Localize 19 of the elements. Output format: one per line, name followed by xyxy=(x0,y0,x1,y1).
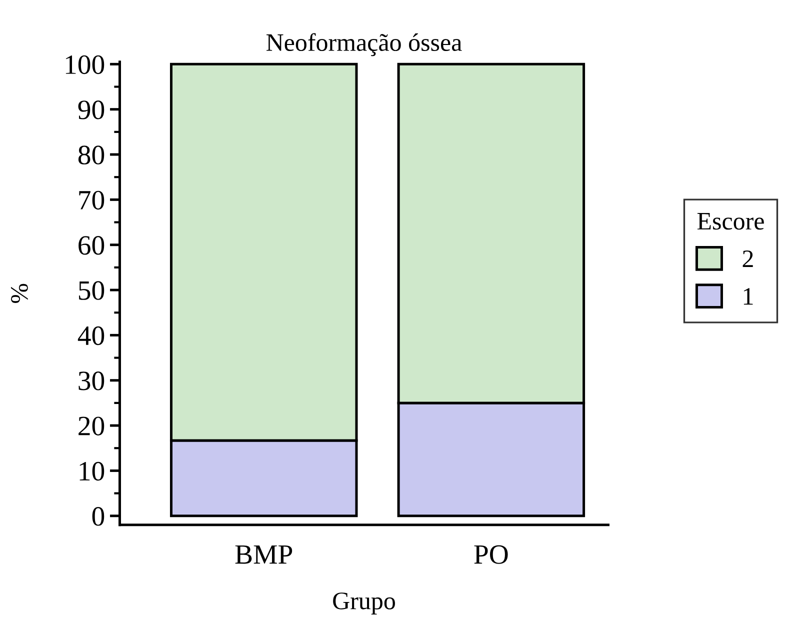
y-tick-label: 60 xyxy=(78,236,104,255)
legend-title: Escore xyxy=(697,213,764,230)
y-tick-label: 70 xyxy=(79,190,104,210)
x-axis-title: Grupo xyxy=(333,592,395,614)
x-tick-label: BMP xyxy=(235,545,292,564)
y-tick-label: 100 xyxy=(66,55,104,74)
y-tick-label: 30 xyxy=(78,372,104,390)
y-tick-label: 80 xyxy=(78,146,104,164)
y-tick-label: 40 xyxy=(78,326,104,346)
y-tick-label: 20 xyxy=(78,416,104,436)
y-tick-label: 10 xyxy=(80,462,104,481)
chart-title: Neoformação óssea xyxy=(266,33,462,56)
y-tick-label: 90 xyxy=(78,100,104,120)
legend-label: 2 xyxy=(742,250,753,268)
x-tick-label: PO xyxy=(474,545,508,564)
legend-label: 1 xyxy=(744,288,753,305)
y-tick-label: 50 xyxy=(78,281,104,300)
y-axis-title: % xyxy=(10,284,28,303)
y-tick-label: 0 xyxy=(92,507,104,526)
